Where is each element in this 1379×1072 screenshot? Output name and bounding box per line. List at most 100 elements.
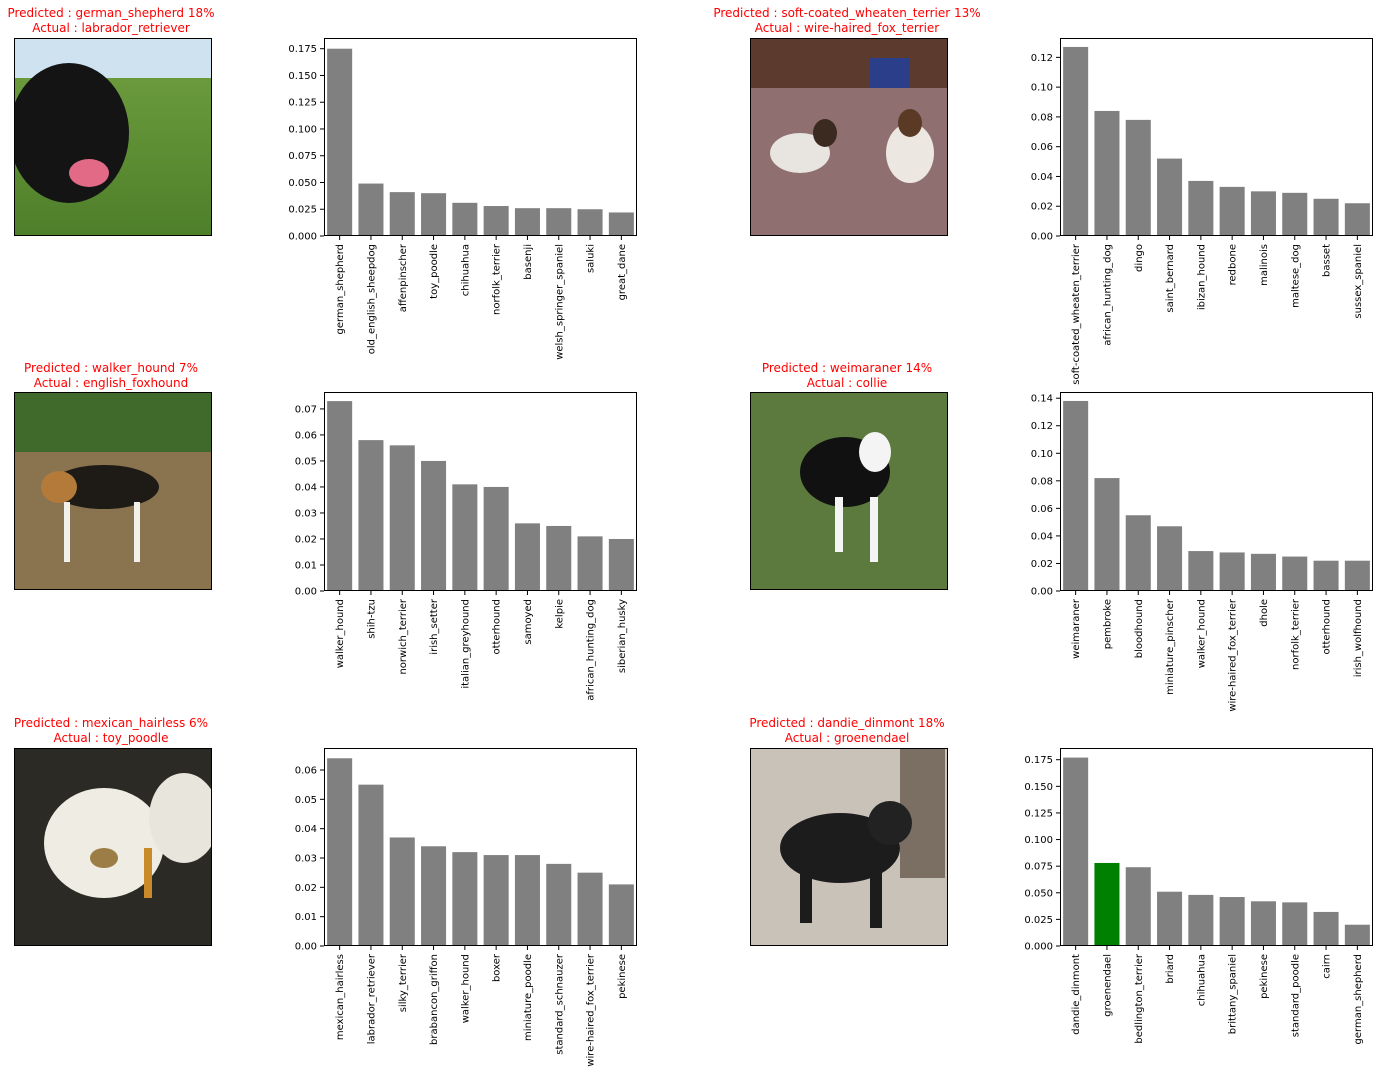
bar — [546, 208, 572, 236]
axes-frame — [1060, 38, 1373, 236]
y-tick-label: 0.05 — [295, 456, 317, 467]
y-tick-label: 0.08 — [1031, 112, 1053, 123]
x-tick-label: brittany_spaniel — [1228, 954, 1239, 1034]
actual-label: Actual : wire-haired_fox_terrier — [755, 21, 940, 35]
dog-photo — [14, 392, 212, 590]
actual-label: Actual : groenendael — [785, 731, 910, 745]
bar — [1188, 180, 1214, 236]
bar — [1157, 158, 1183, 236]
bar — [483, 486, 509, 591]
x-tick-label: miniature_pinscher — [1165, 598, 1176, 695]
y-tick-label: 0.100 — [288, 124, 317, 135]
image-frame — [14, 392, 212, 590]
x-tick-label: affenpinscher — [398, 243, 409, 312]
x-tick-label: dandie_dinmont — [1071, 954, 1082, 1035]
x-tick-label: norfolk_terrier — [492, 243, 503, 315]
image-frame — [750, 38, 948, 236]
bar — [421, 193, 447, 236]
x-tick-label: malinois — [1259, 244, 1270, 286]
bar — [546, 525, 572, 591]
x-tick-label: standard_poodle — [1290, 954, 1301, 1037]
predicted-label: Predicted : soft-coated_wheaten_terrier … — [713, 6, 980, 20]
predicted-label: Predicted : dandie_dinmont 18% — [749, 716, 944, 730]
x-tick-label: german_shepherd — [1353, 954, 1364, 1044]
y-tick-label: 0.100 — [1024, 835, 1053, 846]
actual-label: Actual : labrador_retriever — [32, 21, 190, 35]
y-tick-label: 0.000 — [288, 232, 317, 243]
x-tick-label: irish_wolfhound — [1353, 599, 1364, 677]
bar — [1125, 119, 1151, 236]
y-tick-label: 0.02 — [1031, 559, 1053, 570]
bar — [1157, 526, 1183, 591]
bar — [1188, 894, 1214, 946]
bar — [1282, 192, 1308, 236]
bar — [358, 784, 384, 946]
x-tick-label: norwich_terrier — [398, 598, 409, 674]
bar — [514, 855, 540, 946]
predicted-label: Predicted : weimaraner 14% — [762, 361, 932, 375]
x-tick-label: dingo — [1134, 244, 1145, 272]
x-tick-label: chihuahua — [1196, 954, 1207, 1006]
bar — [577, 536, 603, 591]
x-tick-label: weimaraner — [1071, 598, 1082, 659]
bar — [358, 440, 384, 591]
axes-frame — [1060, 392, 1373, 591]
bar — [1063, 757, 1089, 946]
x-tick-label: miniature_poodle — [523, 954, 534, 1041]
prediction-panel: Predicted : weimaraner 14%Actual : colli… — [750, 361, 1373, 712]
y-tick-label: 0.00 — [1031, 232, 1053, 243]
predicted-label: Predicted : german_shepherd 18% — [7, 6, 214, 20]
image-frame — [14, 748, 212, 946]
y-tick-label: 0.12 — [1031, 421, 1053, 432]
y-tick-label: 0.06 — [1031, 504, 1053, 515]
probability-bar-chart: 0.000 0.025 0.050 0.075 0.100 0.125 0.150 0.175… — [288, 38, 637, 360]
bar — [608, 538, 634, 591]
bar — [483, 855, 509, 946]
bar — [1094, 862, 1120, 946]
x-tick-label: german_shepherd — [335, 244, 346, 334]
bar — [1063, 400, 1089, 591]
bar — [389, 192, 415, 236]
bar — [546, 863, 572, 946]
bar — [608, 884, 634, 946]
x-tick-label: saint_bernard — [1165, 244, 1176, 313]
y-tick-label: 0.08 — [1031, 476, 1053, 487]
dog-photo — [750, 748, 948, 946]
actual-label: Actual : toy_poodle — [53, 731, 168, 745]
y-tick-label: 0.000 — [1024, 942, 1053, 953]
bar — [577, 872, 603, 946]
bar — [514, 208, 540, 236]
image-frame — [750, 748, 948, 946]
y-tick-label: 0.03 — [295, 854, 317, 865]
x-tick-label: brabancon_griffon — [429, 954, 440, 1045]
x-tick-label: walker_hound — [1196, 599, 1207, 668]
bar — [1313, 560, 1339, 591]
y-tick-label: 0.01 — [295, 560, 317, 571]
predicted-label: Predicted : mexican_hairless 6% — [14, 716, 208, 730]
y-tick-label: 0.06 — [295, 766, 317, 777]
y-tick-label: 0.02 — [295, 883, 317, 894]
bar — [1250, 553, 1276, 591]
x-tick-label: african_hunting_dog — [586, 599, 597, 701]
bar — [1344, 560, 1370, 591]
bar — [1125, 515, 1151, 591]
bar — [1344, 203, 1370, 236]
x-tick-label: pekinese — [617, 954, 628, 999]
dog-photo — [14, 748, 212, 946]
x-tick-label: wire-haired_fox_terrier — [1228, 598, 1239, 712]
dog-photo — [750, 392, 948, 590]
y-tick-label: 0.00 — [295, 942, 317, 953]
y-tick-label: 0.175 — [1024, 755, 1053, 766]
x-tick-label: basset — [1322, 244, 1333, 277]
x-tick-label: italian_greyhound — [460, 599, 471, 689]
bar — [327, 401, 353, 591]
bar — [452, 202, 478, 236]
bar — [577, 209, 603, 236]
x-tick-label: mexican_hairless — [335, 954, 346, 1040]
predicted-label: Predicted : walker_hound 7% — [24, 361, 198, 375]
y-tick-label: 0.125 — [1024, 808, 1053, 819]
y-tick-label: 0.10 — [1031, 449, 1053, 460]
x-tick-label: samoyed — [523, 599, 534, 645]
bar — [1219, 897, 1245, 946]
bar — [1094, 110, 1120, 236]
